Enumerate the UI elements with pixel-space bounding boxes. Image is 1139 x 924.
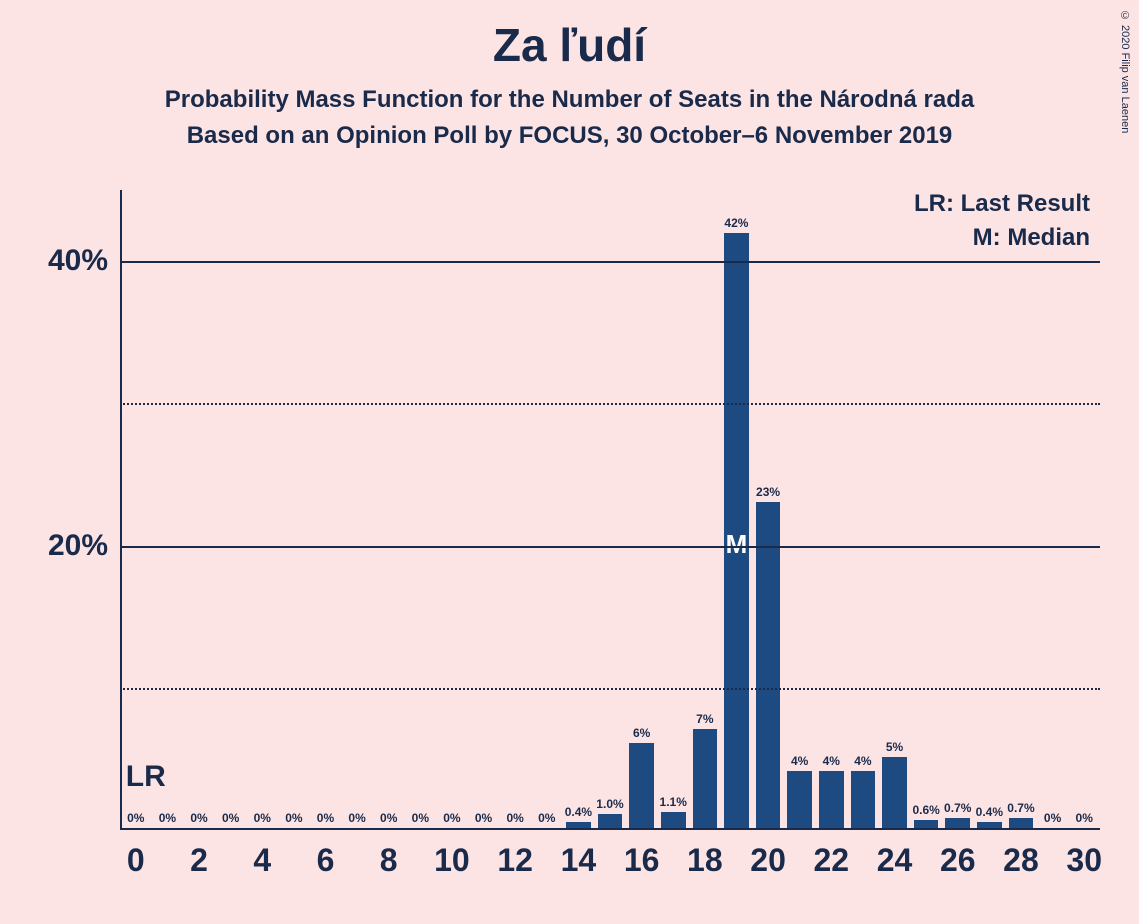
bar: 7% [693,729,718,828]
bar: 42%M [724,233,749,828]
x-axis-label: 0 [127,830,145,879]
bar-value-label: 0% [285,811,302,828]
bar-value-label: 0.6% [912,803,939,820]
y-axis-label: 20% [48,529,120,563]
bar-value-label: 0% [380,811,397,828]
bar: 0.7% [1009,818,1034,828]
bar-value-label: 0% [506,811,523,828]
bar-value-label: 1.0% [596,797,623,814]
bar-value-label: 0% [475,811,492,828]
bars-container: 0%0%0%0%0%0%0%0%0%0%0%0%0%0%0.4%1.0%6%1.… [120,190,1100,828]
x-axis-label: 6 [317,830,335,879]
bar-value-label: 0% [443,811,460,828]
bar-value-label: 5% [886,740,903,757]
gridline-major [120,261,1100,263]
title-block: Za ľudí Probability Mass Function for th… [0,18,1139,154]
bar-value-label: 4% [823,754,840,771]
bar: 0.4% [977,822,1002,828]
bar-value-label: 0.4% [976,805,1003,822]
bar-value-label: 6% [633,726,650,743]
x-axis-label: 24 [877,830,913,879]
bar-value-label: 4% [791,754,808,771]
bar-value-label: 7% [696,712,713,729]
x-axis-label: 22 [813,830,849,879]
lr-marker: LR [126,760,166,794]
x-axis-label: 12 [497,830,533,879]
subtitle-line-1: Probability Mass Function for the Number… [0,82,1139,118]
x-axis-label: 8 [380,830,398,879]
gridline-major [120,546,1100,548]
bar: 5% [882,757,907,828]
x-axis-label: 18 [687,830,723,879]
bar-value-label: 0% [412,811,429,828]
bar-value-label: 0% [538,811,555,828]
bar: 0.6% [914,820,939,829]
bar-value-label: 0% [127,811,144,828]
bar: 1.0% [598,814,623,828]
bar-value-label: 4% [854,754,871,771]
subtitle-line-2: Based on an Opinion Poll by FOCUS, 30 Oc… [0,118,1139,154]
bar-value-label: 0% [190,811,207,828]
gridline-minor [120,403,1100,405]
bar: 4% [851,771,876,828]
bar-value-label: 0.4% [565,805,592,822]
bar-value-label: 1.1% [660,795,687,812]
y-axis-label: 40% [48,244,120,278]
bar: 4% [819,771,844,828]
bar-value-label: 42% [724,216,748,233]
bar-value-label: 0% [254,811,271,828]
x-axis-label: 2 [190,830,208,879]
x-axis-label: 4 [253,830,271,879]
x-axis-label: 20 [750,830,786,879]
bar: 4% [787,771,812,828]
bar: 6% [629,743,654,828]
x-axis-label: 16 [624,830,660,879]
chart-area: LR: Last Result M: Median 0%0%0%0%0%0%0%… [120,190,1100,830]
bar: 23% [756,502,781,828]
bar-value-label: 0.7% [1007,801,1034,818]
bar: 0.7% [945,818,970,828]
x-axis-label: 10 [434,830,470,879]
bar-value-label: 0.7% [944,801,971,818]
bar-value-label: 23% [756,485,780,502]
gridline-minor [120,688,1100,690]
bar-value-label: 0% [159,811,176,828]
x-axis-label: 30 [1066,830,1102,879]
main-title: Za ľudí [0,18,1139,72]
bar-value-label: 0% [348,811,365,828]
bar: 0.4% [566,822,591,828]
x-axis-label: 14 [561,830,597,879]
bar-value-label: 0% [1044,811,1061,828]
bar-value-label: 0% [1076,811,1093,828]
x-axis-label: 26 [940,830,976,879]
bar: 1.1% [661,812,686,828]
x-axis-label: 28 [1003,830,1039,879]
bar-value-label: 0% [222,811,239,828]
bar-value-label: 0% [317,811,334,828]
